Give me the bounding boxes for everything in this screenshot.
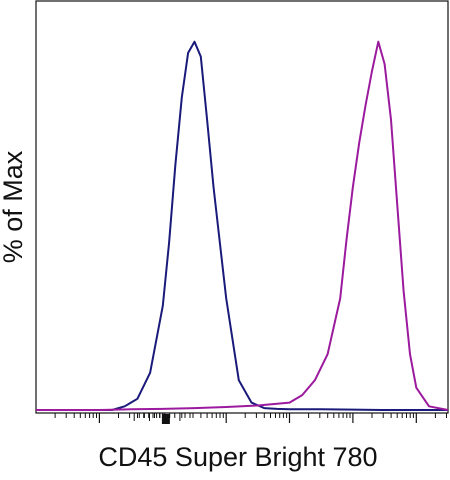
series-1-line xyxy=(74,40,448,411)
series-2-line xyxy=(36,40,449,411)
plot-frame xyxy=(35,0,449,414)
x-axis-label: CD45 Super Bright 780 xyxy=(98,442,377,472)
y-axis-label: % of Max xyxy=(0,150,28,263)
x-origin-marker xyxy=(161,414,170,424)
x-axis-ticks xyxy=(54,413,447,424)
series-layer xyxy=(36,40,449,411)
